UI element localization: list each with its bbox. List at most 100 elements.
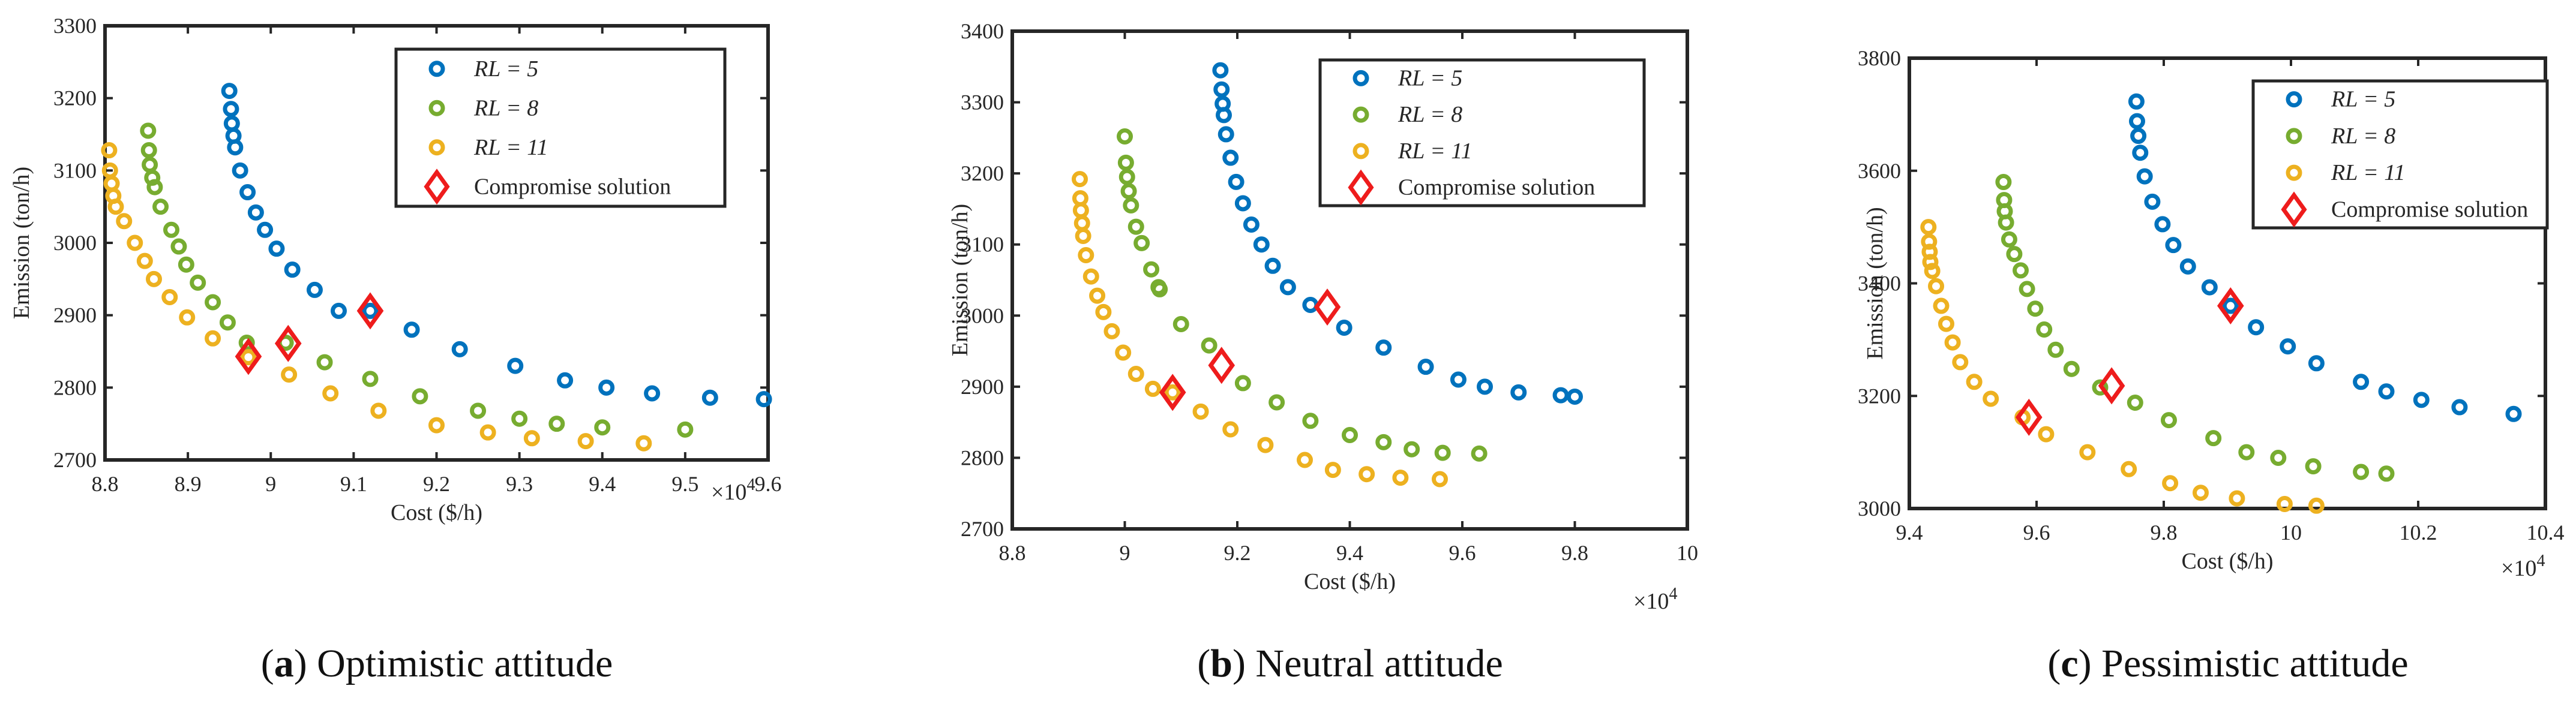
caption-panel-letter: a bbox=[274, 642, 294, 685]
y-tick-label: 3400 bbox=[1858, 272, 1901, 296]
legend-marker bbox=[1353, 106, 1369, 123]
legend-label: RL = 11 bbox=[2331, 160, 2405, 185]
legend-marker bbox=[2286, 91, 2302, 108]
data-point bbox=[2229, 490, 2245, 507]
data-point bbox=[152, 198, 169, 215]
chart-panel-a: 8.8 8.9 9 9.1 9.2 9.3 9.4 9.5 9.6 2700 2800 2900 300… bbox=[9, 14, 782, 685]
x-axis-label: Cost ($/h) bbox=[1304, 569, 1396, 594]
data-point bbox=[428, 417, 445, 434]
data-point bbox=[1213, 81, 1230, 98]
data-point bbox=[1143, 261, 1160, 278]
data-point bbox=[701, 389, 718, 406]
x-multiplier-exponent: 4 bbox=[2536, 552, 2545, 570]
data-point bbox=[1928, 278, 1945, 294]
data-point bbox=[140, 142, 157, 159]
data-point bbox=[1924, 263, 1941, 279]
panel-caption: (b) Neutral attitude bbox=[1197, 642, 1503, 685]
y-tick-label: 3100 bbox=[53, 158, 97, 182]
series-0 bbox=[1212, 62, 1583, 405]
series-0 bbox=[2128, 93, 2522, 422]
y-tick-label: 3200 bbox=[961, 161, 1004, 185]
data-point bbox=[1567, 388, 1583, 405]
data-point bbox=[316, 354, 333, 371]
data-point bbox=[403, 321, 420, 338]
compromise-marker bbox=[235, 338, 262, 375]
series-1 bbox=[1995, 174, 2395, 482]
data-point bbox=[2192, 485, 2209, 501]
x-tick-label: 9.1 bbox=[340, 472, 367, 496]
y-tick-label: 3600 bbox=[1858, 159, 1901, 183]
y-tick-label: 3300 bbox=[53, 14, 97, 38]
data-point bbox=[1944, 334, 1961, 351]
data-point bbox=[227, 139, 244, 156]
data-point bbox=[1144, 380, 1161, 397]
data-point bbox=[594, 419, 611, 436]
caption-panel-letter: b bbox=[1210, 642, 1232, 685]
data-point bbox=[101, 142, 118, 159]
x-multiplier-base: ×10 bbox=[2501, 556, 2536, 581]
data-point bbox=[2413, 392, 2430, 408]
data-point bbox=[1922, 254, 1939, 270]
x-tick-label: 10.4 bbox=[2527, 521, 2565, 544]
compromise-group bbox=[2015, 287, 2244, 436]
data-point bbox=[2154, 216, 2171, 233]
x-multiplier-exponent: 4 bbox=[746, 476, 755, 494]
data-point bbox=[2127, 395, 2143, 411]
data-point bbox=[1253, 236, 1270, 253]
x-tick-label: 9 bbox=[1120, 541, 1130, 565]
data-point bbox=[1151, 281, 1168, 297]
data-point bbox=[1336, 319, 1353, 336]
data-point bbox=[221, 83, 238, 100]
x-tick-label: 10 bbox=[1677, 541, 1698, 565]
data-point bbox=[362, 302, 379, 319]
data-point bbox=[635, 435, 652, 452]
data-point bbox=[2308, 497, 2325, 514]
legend: RL = 5 RL = 8 RL = 11 Compromise solution bbox=[394, 47, 727, 208]
data-point bbox=[2079, 444, 2096, 461]
y-tick-label: 3000 bbox=[53, 231, 97, 255]
legend-label: Compromise solution bbox=[474, 174, 671, 199]
data-point bbox=[2276, 495, 2293, 512]
data-point bbox=[2038, 426, 2055, 443]
series-2 bbox=[1920, 219, 2325, 514]
x-tick-label: 10.2 bbox=[2400, 521, 2437, 544]
data-point bbox=[2047, 341, 2064, 358]
data-point bbox=[1264, 257, 1281, 274]
legend-marker bbox=[2286, 164, 2302, 181]
legend-marker bbox=[428, 61, 445, 77]
data-point bbox=[1201, 337, 1217, 354]
data-point bbox=[1342, 426, 1358, 443]
data-point bbox=[1324, 462, 1341, 479]
data-point bbox=[451, 341, 468, 357]
data-point bbox=[1297, 452, 1313, 468]
data-point bbox=[1164, 384, 1181, 401]
data-point bbox=[677, 421, 694, 438]
data-point bbox=[127, 234, 143, 251]
data-point bbox=[1089, 287, 1106, 304]
x-multiplier: ×104 bbox=[711, 476, 755, 505]
y-tick-label: 2700 bbox=[53, 448, 97, 472]
x-multiplier: ×104 bbox=[2501, 552, 2545, 581]
data-point bbox=[2063, 360, 2080, 377]
data-point bbox=[1123, 197, 1139, 213]
data-point bbox=[2036, 321, 2053, 338]
x-tick-label: 9.2 bbox=[1224, 541, 1251, 565]
data-point bbox=[1279, 279, 1296, 296]
data-point bbox=[1082, 268, 1099, 285]
legend: RL = 5 RL = 8 RL = 11 Compromise solution bbox=[2251, 79, 2549, 230]
data-point bbox=[284, 261, 301, 278]
compromise-group bbox=[1159, 288, 1341, 411]
data-point bbox=[2132, 145, 2149, 161]
legend-marker bbox=[1353, 143, 1369, 160]
legend-label: RL = 5 bbox=[473, 56, 538, 82]
compromise-marker bbox=[2098, 367, 2125, 405]
data-point bbox=[1243, 216, 1259, 233]
data-point bbox=[470, 402, 487, 419]
data-point bbox=[1212, 62, 1229, 79]
legend-label: RL = 8 bbox=[473, 95, 538, 121]
data-point bbox=[1120, 183, 1137, 200]
x-tick-label: 8.9 bbox=[175, 472, 202, 496]
y-axis-label: Emission (ton/h) bbox=[947, 204, 973, 356]
data-point bbox=[2270, 450, 2287, 467]
